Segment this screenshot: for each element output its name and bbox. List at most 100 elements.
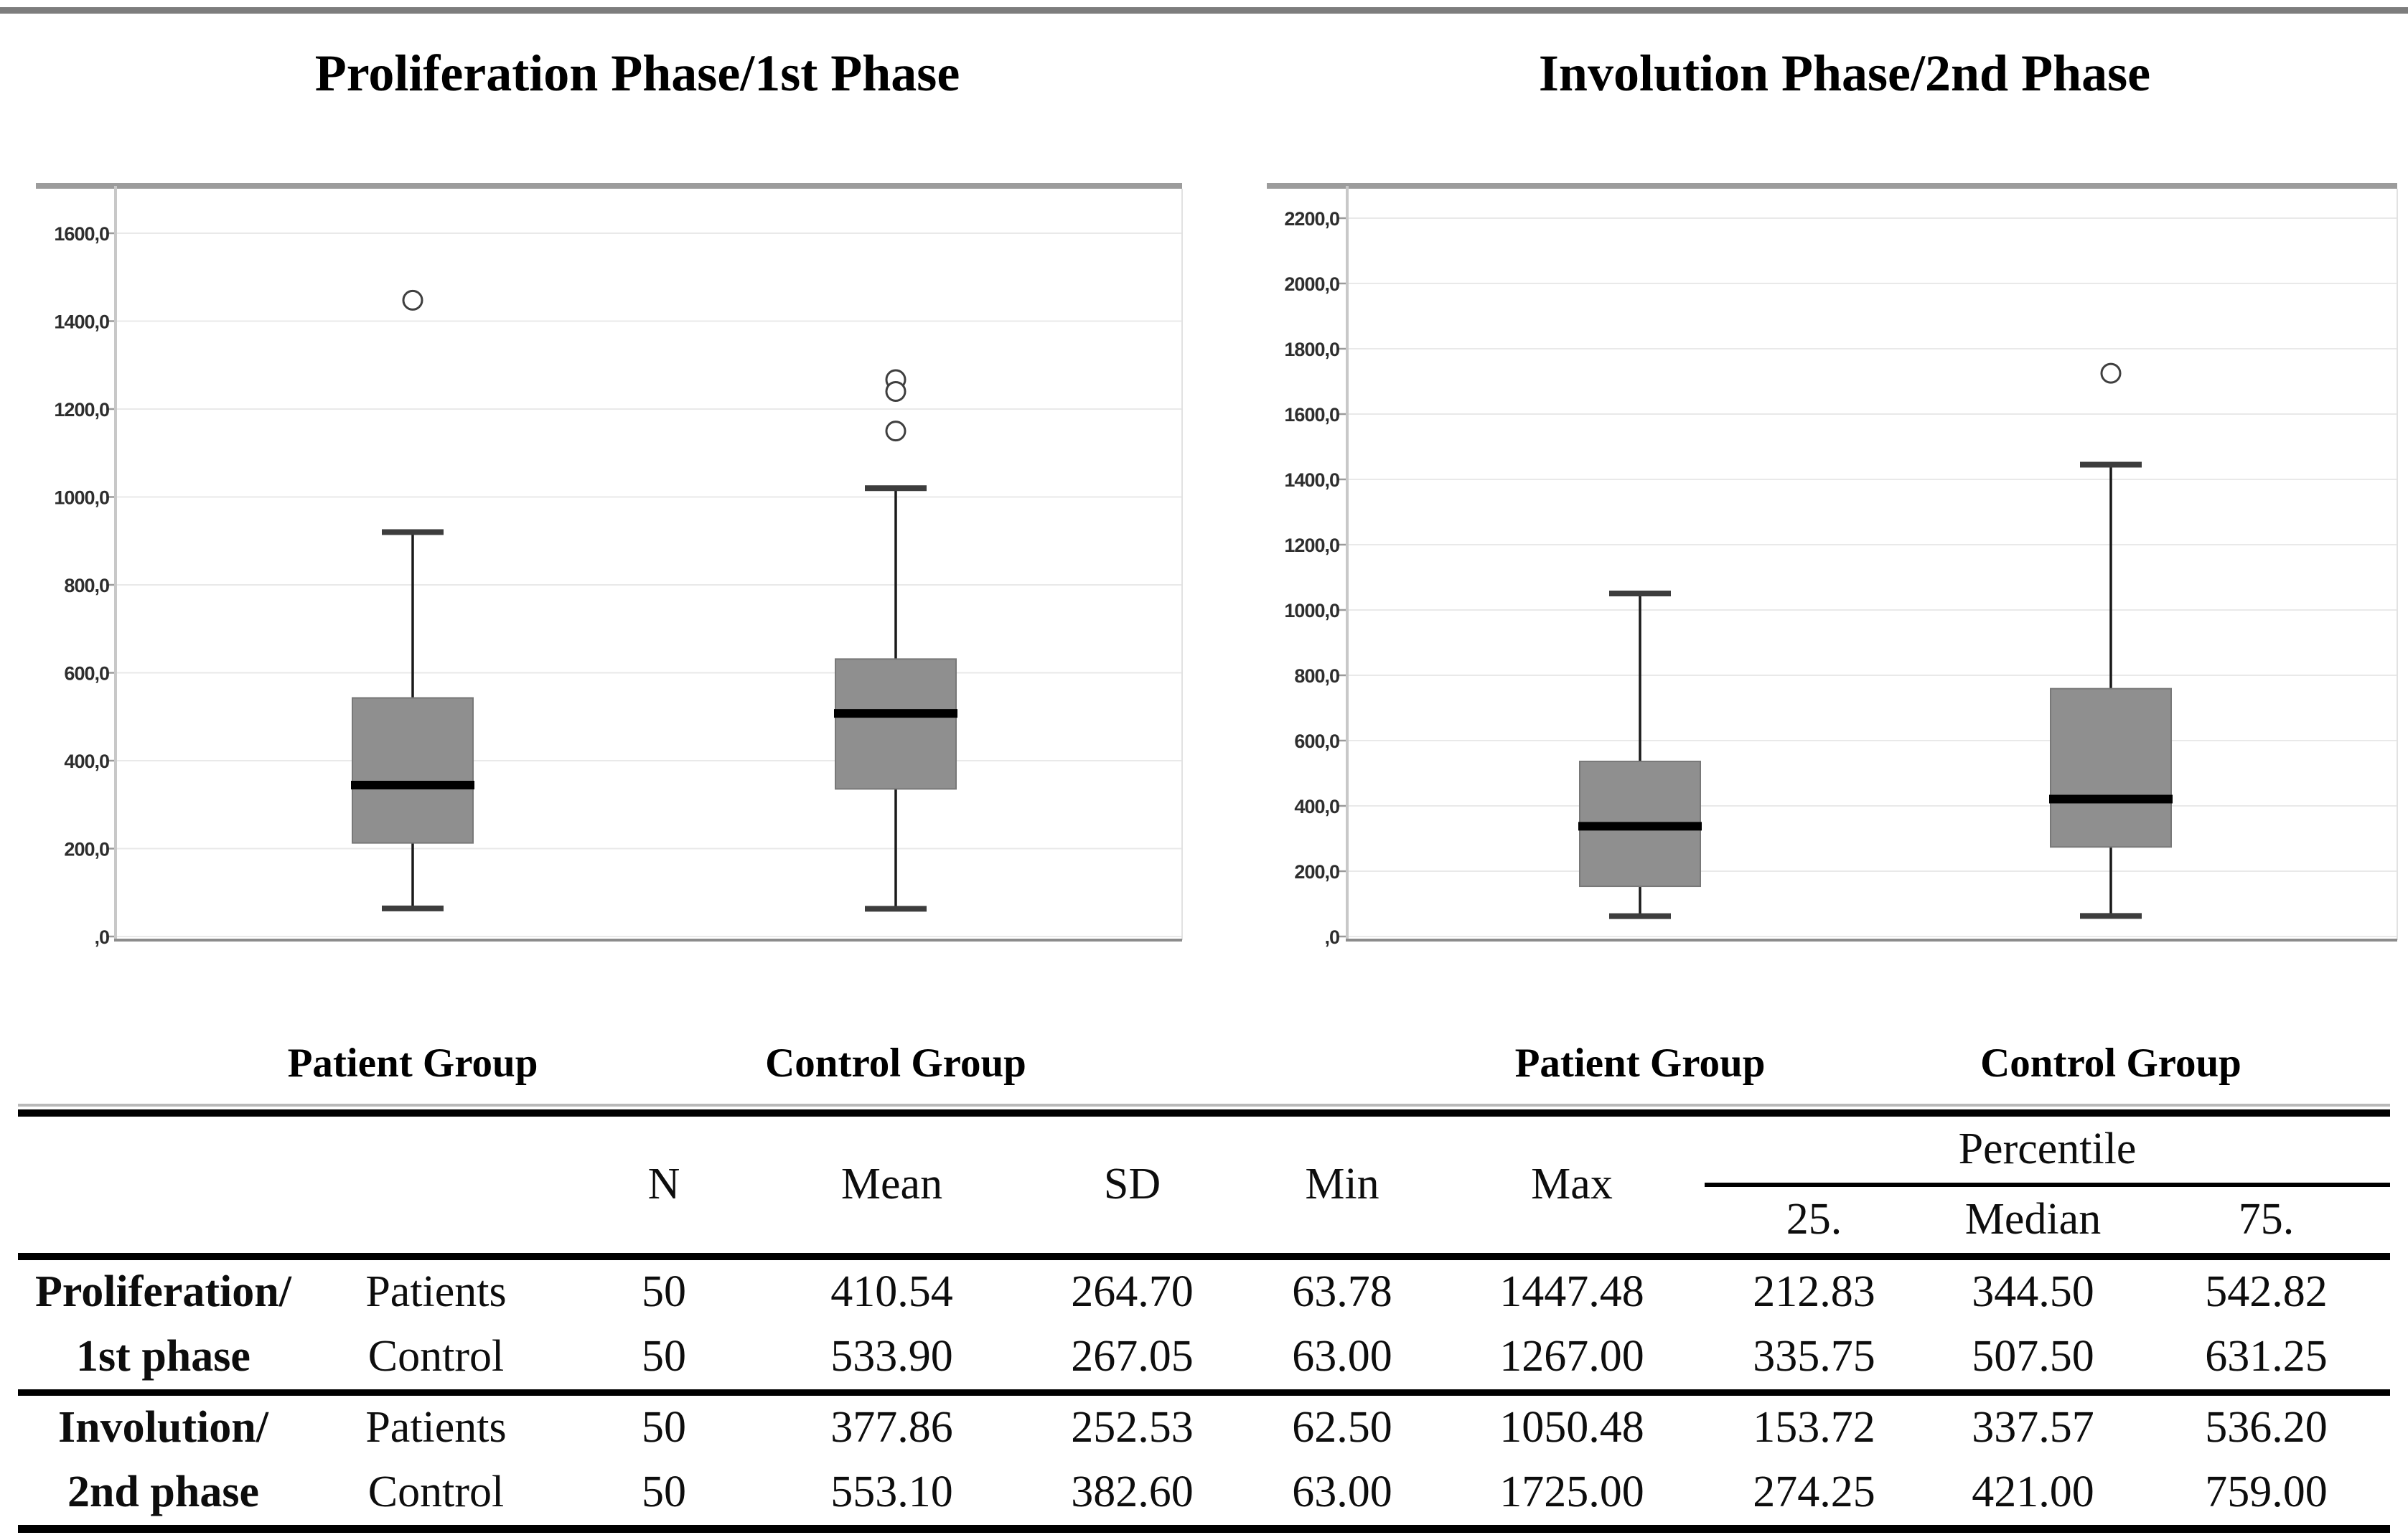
outlier-point-patient-group — [402, 289, 423, 311]
outlier-point-control-group — [885, 421, 906, 442]
group-label-control-group: Control Group — [765, 1041, 1026, 1086]
group-label-patient-group: Patient Group — [288, 1041, 538, 1086]
y-tick-label: 1600,0 — [54, 223, 109, 245]
group-label-control-group: Control Group — [1980, 1041, 2241, 1086]
iqr-box-control-group — [2050, 687, 2172, 848]
mean-value: 410.54 — [830, 1267, 953, 1317]
max-value: 1050.48 — [1499, 1403, 1644, 1452]
p25-value: 274.25 — [1753, 1468, 1875, 1517]
min-value: 63.78 — [1292, 1267, 1392, 1317]
header-25th: 25. — [1705, 1185, 1924, 1260]
mean-value: 553.10 — [830, 1468, 953, 1517]
y-tick-label: 1200,0 — [54, 399, 109, 421]
header-percentile: Percentile — [1705, 1113, 2391, 1187]
header-phase-empty — [18, 1113, 309, 1260]
phase-label: Involution/ — [58, 1403, 268, 1452]
y-tick-label: 200,0 — [1294, 861, 1339, 883]
p75-value: 542.82 — [2205, 1267, 2328, 1317]
boxplot-involution: 2200,0 2000,0 1800,0 1600,0 1400,0 1200,0 1000… — [1267, 183, 2398, 1086]
table-header-row-2: 25. Median 75. — [18, 1185, 2391, 1260]
y-tick-label: 1800,0 — [1284, 339, 1339, 360]
y-tick-label: 200,0 — [64, 839, 109, 860]
y-tick-label: 400,0 — [64, 751, 109, 772]
y-tick-label: 1000,0 — [54, 487, 109, 509]
p25-value: 335.75 — [1705, 1325, 1924, 1396]
header-max: Max — [1439, 1113, 1705, 1260]
table-row-2: Involution/Patients 50 377.86 252.53 62.50 10… — [18, 1393, 2390, 1461]
max-value: 1267.00 — [1439, 1325, 1705, 1396]
boxplot-proliferation: 1600,0 1400,0 1200,0 1000,0 800,0 600,0 400,0 2… — [36, 183, 1183, 1086]
n-value: 50 — [642, 1267, 686, 1317]
median-value: 421.00 — [1972, 1468, 2094, 1517]
y-tick-label: 1600,0 — [1284, 404, 1339, 426]
phase-label: Proliferation/ — [35, 1267, 291, 1317]
median-value: 507.50 — [1924, 1325, 2142, 1396]
sd-value: 267.05 — [1019, 1325, 1245, 1396]
y-tick-label: 800,0 — [64, 575, 109, 596]
group-label: Patients — [365, 1267, 507, 1317]
y-tick-label: 800,0 — [1294, 665, 1339, 687]
y-tick-label: 1200,0 — [1284, 535, 1339, 556]
n-value: 50 — [642, 1468, 686, 1517]
y-tick-label: 1400,0 — [54, 311, 109, 333]
min-value: 63.00 — [1245, 1325, 1439, 1396]
outlier-point-control-group — [885, 381, 906, 402]
y-tick-label: ,0 — [94, 926, 109, 948]
chart-title-involution: Involution Phase/2nd Phase — [1539, 44, 2150, 102]
header-mean: Mean — [764, 1113, 1019, 1260]
y-tick-label: ,0 — [1324, 926, 1339, 948]
table-row-1: 1st phase Control 50 533.90 267.05 63.00 1267.… — [18, 1325, 2391, 1396]
iqr-box-control-group — [835, 658, 957, 790]
p25-value: 212.83 — [1753, 1267, 1875, 1317]
header-sd: SD — [1019, 1113, 1245, 1260]
p25-value: 153.72 — [1753, 1403, 1875, 1452]
table-header-row-1: N Mean SD Min Max Percentile — [18, 1113, 2391, 1260]
y-tick-label: 1400,0 — [1284, 469, 1339, 491]
min-value: 62.50 — [1292, 1403, 1392, 1452]
header-n: N — [563, 1113, 764, 1260]
phase-label: 1st phase — [18, 1325, 309, 1396]
page-top-rule — [0, 7, 2408, 14]
header-median: Median — [1924, 1185, 2142, 1260]
n-value: 50 — [563, 1325, 764, 1396]
plot-top-border — [36, 183, 1182, 189]
y-tick-label: 2000,0 — [1284, 273, 1339, 295]
y-tick-label: 2200,0 — [1284, 208, 1339, 230]
max-value: 1725.00 — [1499, 1468, 1644, 1517]
sd-value: 382.60 — [1071, 1468, 1194, 1517]
p75-value: 759.00 — [2205, 1468, 2328, 1517]
min-value: 63.00 — [1292, 1468, 1392, 1517]
median-value: 344.50 — [1972, 1267, 2094, 1317]
median-value: 337.57 — [1972, 1403, 2094, 1452]
y-tick-label: 600,0 — [64, 663, 109, 685]
sd-value: 264.70 — [1071, 1267, 1194, 1317]
statistics-table-section: N Mean SD Min Max Percentile 25. Median … — [18, 1104, 2391, 1533]
iqr-box-patient-group — [352, 697, 474, 844]
group-label-patient-group: Patient Group — [1515, 1041, 1766, 1086]
header-min: Min — [1245, 1113, 1439, 1260]
header-75th: 75. — [2142, 1185, 2391, 1260]
outlier-point-control-group — [2100, 362, 2122, 384]
phase-label: 2nd phase — [67, 1468, 260, 1517]
y-tick-label: 600,0 — [1294, 731, 1339, 752]
group-label: Patients — [365, 1403, 507, 1452]
mean-value: 533.90 — [764, 1325, 1019, 1396]
table-gray-rule — [18, 1104, 2390, 1107]
chart-title-proliferation: Proliferation Phase/1st Phase — [315, 44, 960, 102]
sd-value: 252.53 — [1071, 1403, 1194, 1452]
plot-top-border — [1267, 183, 2397, 189]
y-tick-label: 400,0 — [1294, 796, 1339, 817]
max-value: 1447.48 — [1499, 1267, 1644, 1317]
y-tick-label: 1000,0 — [1284, 600, 1339, 621]
statistics-table: N Mean SD Min Max Percentile 25. Median … — [18, 1109, 2391, 1533]
mean-value: 377.86 — [830, 1403, 953, 1452]
table-row-3: 2nd phase Control 50 553.10 382.60 63.00 1725.… — [18, 1460, 2390, 1529]
group-label: Control — [367, 1468, 505, 1517]
n-value: 50 — [642, 1403, 686, 1452]
group-label: Control — [309, 1325, 563, 1396]
boxplot-charts: Proliferation Phase/1st Phase Involution… — [36, 44, 2398, 1086]
p75-value: 631.25 — [2142, 1325, 2391, 1396]
p75-value: 536.20 — [2205, 1403, 2328, 1452]
header-group-empty — [309, 1113, 563, 1260]
table-row-0: Proliferation/Patients 50 410.54 264.70 63.7… — [18, 1257, 2390, 1325]
